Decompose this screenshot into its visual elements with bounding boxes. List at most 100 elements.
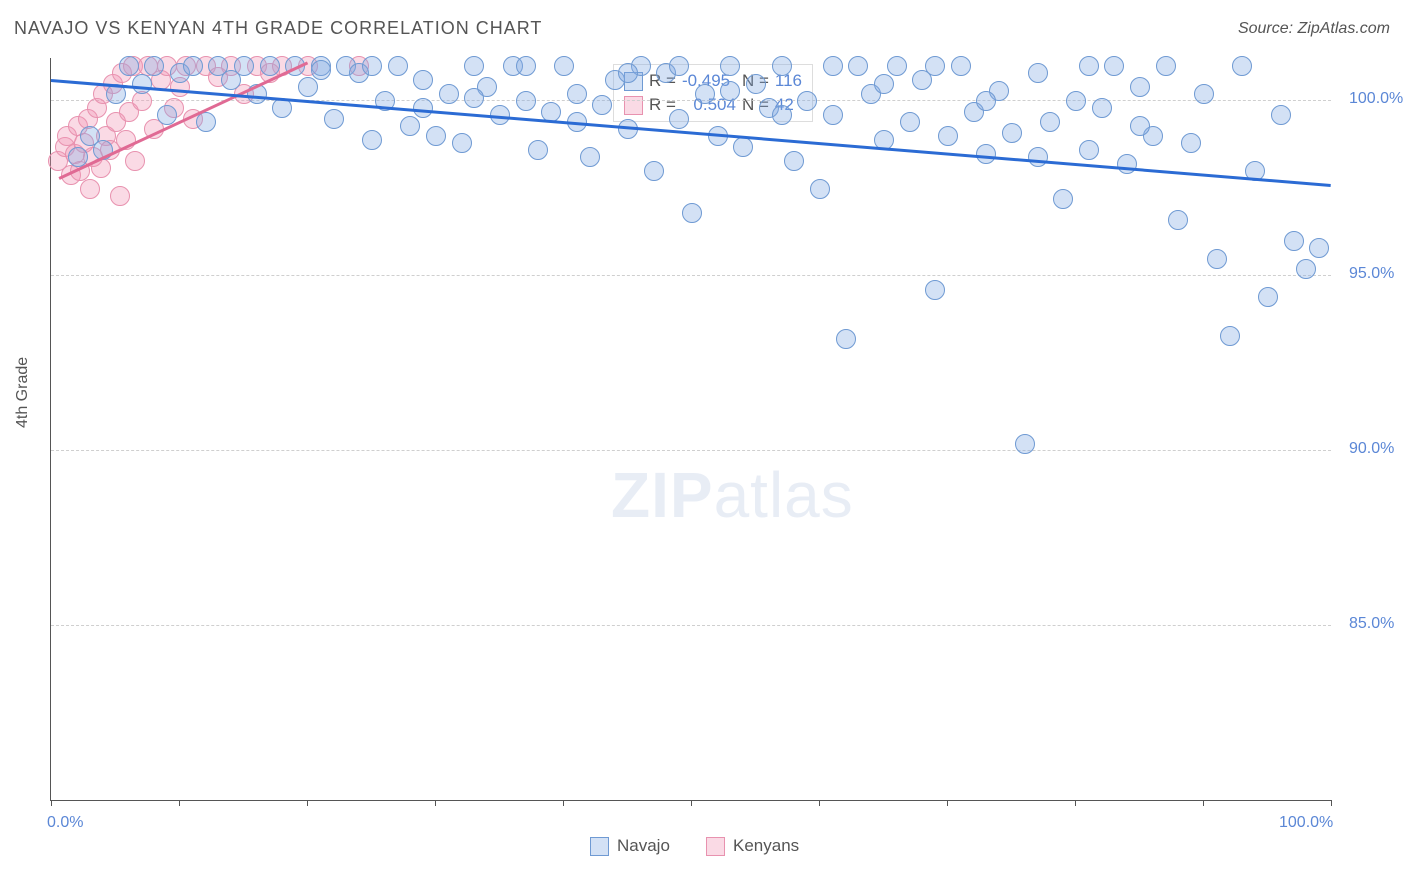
navajo-point <box>1194 84 1214 104</box>
bottom-legend-navajo: Navajo <box>590 836 670 856</box>
navajo-point <box>938 126 958 146</box>
legend-label: Navajo <box>617 836 670 856</box>
navajo-point <box>1079 56 1099 76</box>
kenyans-point <box>80 179 100 199</box>
navajo-point <box>1028 147 1048 167</box>
x-tick <box>1331 800 1332 806</box>
navajo-point <box>669 109 689 129</box>
chart-container: NAVAJO VS KENYAN 4TH GRADE CORRELATION C… <box>0 0 1406 892</box>
navajo-point <box>183 56 203 76</box>
navajo-point <box>592 95 612 115</box>
x-tick <box>819 800 820 806</box>
kenyans-point <box>110 186 130 206</box>
x-tick <box>947 800 948 806</box>
navajo-point <box>567 84 587 104</box>
navajo-point <box>516 56 536 76</box>
y-tick-label: 100.0% <box>1349 90 1403 108</box>
x-axis-min-label: 0.0% <box>47 814 83 832</box>
navajo-point <box>196 112 216 132</box>
x-tick <box>179 800 180 806</box>
navajo-point <box>1232 56 1252 76</box>
navajo-point <box>1053 189 1073 209</box>
navajo-point <box>1104 56 1124 76</box>
navajo-point <box>324 109 344 129</box>
navajo-point <box>439 84 459 104</box>
x-tick <box>435 800 436 806</box>
navajo-point <box>298 77 318 97</box>
x-axis-max-label: 100.0% <box>1279 814 1333 832</box>
y-tick-label: 95.0% <box>1349 265 1394 283</box>
watermark: ZIPatlas <box>611 458 854 532</box>
navajo-point <box>1207 249 1227 269</box>
navajo-point <box>1002 123 1022 143</box>
navajo-point <box>1156 56 1176 76</box>
navajo-point <box>1296 259 1316 279</box>
navajo-point <box>733 137 753 157</box>
navajo-point <box>976 144 996 164</box>
navajo-point <box>925 280 945 300</box>
navajo-point <box>464 56 484 76</box>
navajo-point <box>848 56 868 76</box>
navajo-point <box>1130 116 1150 136</box>
navajo-point <box>618 63 638 83</box>
navajo-point <box>260 56 280 76</box>
navajo-point <box>823 105 843 125</box>
navajo-point <box>554 56 574 76</box>
source-label: Source: ZipAtlas.com <box>1238 20 1390 38</box>
navajo-point <box>874 74 894 94</box>
navajo-point <box>1284 231 1304 251</box>
navajo-point <box>1092 98 1112 118</box>
navajo-point <box>746 74 766 94</box>
navajo-point <box>900 112 920 132</box>
navajo-point <box>976 91 996 111</box>
navajo-point <box>836 329 856 349</box>
navajo-point <box>362 130 382 150</box>
bottom-legend-kenyans: Kenyans <box>706 836 799 856</box>
navajo-point <box>1130 77 1150 97</box>
y-tick-label: 85.0% <box>1349 615 1394 633</box>
navajo-point <box>772 105 792 125</box>
navajo-point <box>388 56 408 76</box>
navajo-point <box>464 88 484 108</box>
navajo-point <box>1258 287 1278 307</box>
navajo-point <box>720 81 740 101</box>
navajo-swatch-icon <box>590 837 609 856</box>
navajo-point <box>823 56 843 76</box>
plot-area: ZIPatlas R = -0.495 N = 116 R = 0.504 N … <box>50 58 1331 801</box>
watermark-rest: atlas <box>714 459 854 531</box>
navajo-point <box>1220 326 1240 346</box>
navajo-point <box>951 56 971 76</box>
navajo-point <box>426 126 446 146</box>
y-tick-label: 90.0% <box>1349 440 1394 458</box>
gridline <box>51 625 1331 626</box>
x-tick <box>1075 800 1076 806</box>
gridline <box>51 450 1331 451</box>
navajo-point <box>580 147 600 167</box>
watermark-bold: ZIP <box>611 459 714 531</box>
x-tick <box>691 800 692 806</box>
x-tick <box>307 800 308 806</box>
navajo-point <box>695 84 715 104</box>
kenyans-swatch-icon <box>624 96 643 115</box>
navajo-point <box>1117 154 1137 174</box>
navajo-point <box>400 116 420 136</box>
navajo-point <box>413 70 433 90</box>
navajo-point <box>132 74 152 94</box>
navajo-point <box>682 203 702 223</box>
x-tick <box>563 800 564 806</box>
navajo-point <box>528 140 548 160</box>
navajo-point <box>1015 434 1035 454</box>
chart-title: NAVAJO VS KENYAN 4TH GRADE CORRELATION C… <box>14 18 542 39</box>
navajo-point <box>772 56 792 76</box>
navajo-point <box>1028 63 1048 83</box>
navajo-point <box>452 133 472 153</box>
navajo-point <box>1066 91 1086 111</box>
legend-label: Kenyans <box>733 836 799 856</box>
x-tick <box>1203 800 1204 806</box>
navajo-point <box>887 56 907 76</box>
navajo-point <box>311 60 331 80</box>
navajo-point <box>1271 105 1291 125</box>
navajo-point <box>810 179 830 199</box>
navajo-point <box>1181 133 1201 153</box>
navajo-point <box>1040 112 1060 132</box>
